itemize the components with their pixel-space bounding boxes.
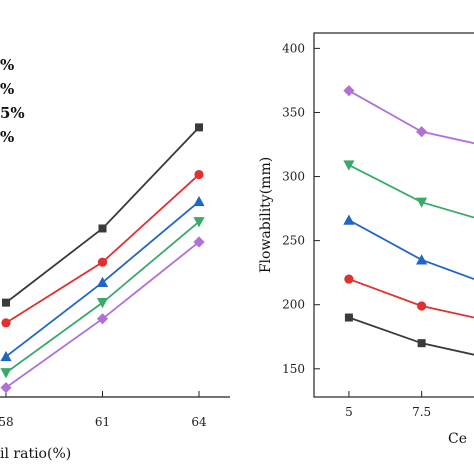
right-y-axis-label: Flowability(mm) xyxy=(258,157,274,273)
left-series-3-point xyxy=(96,276,109,288)
right-x-tick-label: 5 xyxy=(345,405,353,419)
left-series-4-point xyxy=(0,368,12,379)
right-series-2-point xyxy=(344,274,354,284)
right-y-tick-label: 300 xyxy=(282,170,305,184)
right-y-tick-label: 200 xyxy=(282,298,305,312)
right-series-1-point xyxy=(344,313,353,322)
right-y-tick-labels: 150 200 250 300 350 400 xyxy=(282,41,305,375)
legend-entry-fragment: % xyxy=(0,80,14,98)
right-series-2-point xyxy=(417,301,427,311)
right-series-1-point xyxy=(417,339,426,348)
right-y-tick-label: 150 xyxy=(282,362,305,376)
left-series-4-line xyxy=(5,221,200,374)
right-plot-frame xyxy=(313,32,474,398)
left-series-5-point xyxy=(96,313,109,325)
left-series-5-point xyxy=(193,236,205,248)
left-series-3-point xyxy=(0,350,12,362)
right-series-1-line xyxy=(348,316,474,356)
right-y-tick-label: 250 xyxy=(282,234,305,248)
left-chart-panel: 58 61 64 il ratio(%) %% 5%% xyxy=(0,56,230,462)
right-series-4-point xyxy=(416,197,428,208)
right-series-3-line xyxy=(348,219,474,280)
left-series-4-point xyxy=(96,298,109,309)
left-series-2-point xyxy=(194,169,204,180)
legend-entry-fragment: % xyxy=(0,56,14,74)
right-series-3-point xyxy=(343,214,355,225)
left-x-tick-label: 58 xyxy=(0,415,14,429)
left-series-5-point xyxy=(0,381,12,394)
left-series-2-point xyxy=(97,257,108,267)
left-x-axis-label: il ratio(%) xyxy=(0,446,71,462)
right-series-5-point xyxy=(343,85,355,97)
right-series-5-point xyxy=(416,126,428,138)
left-legend-fragments: %% 5%% xyxy=(0,56,25,146)
legend-entry-fragment: % xyxy=(0,128,14,146)
right-series-4-point xyxy=(343,160,355,171)
left-plot-area xyxy=(0,123,230,398)
left-series-2-point xyxy=(1,318,11,328)
right-y-tick-label: 400 xyxy=(282,41,305,55)
right-series-3-point xyxy=(416,254,428,265)
left-x-tick-label: 61 xyxy=(95,415,110,429)
legend-entry-fragment: 5% xyxy=(0,104,25,122)
right-plot-area xyxy=(314,47,474,397)
right-x-tick-labels: 5 7.5 xyxy=(345,405,431,419)
right-series-2-line xyxy=(348,278,474,319)
right-series-5-line xyxy=(348,89,474,145)
left-series-1-point xyxy=(2,298,10,307)
left-series-3-point xyxy=(193,195,205,207)
left-x-tick-labels: 58 61 64 xyxy=(0,415,207,429)
left-x-tick-label: 64 xyxy=(191,415,207,429)
left-series-1-line xyxy=(5,126,200,304)
right-series-4-line xyxy=(348,164,474,219)
right-x-tick-label: 7.5 xyxy=(412,405,431,419)
right-y-tick-label: 350 xyxy=(282,105,305,119)
left-series-1-point xyxy=(98,224,107,233)
left-series-4-point xyxy=(193,217,205,228)
left-series-1-point xyxy=(195,123,203,132)
right-x-axis-label: Ce xyxy=(448,431,467,447)
